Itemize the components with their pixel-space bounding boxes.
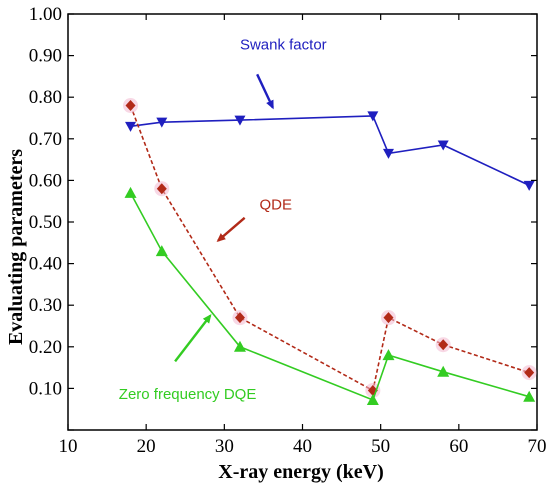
plot-border	[67, 13, 538, 431]
annotation-arrow	[256, 73, 274, 110]
x-tick-label: 50	[371, 436, 390, 457]
data-point	[156, 117, 168, 128]
data-point	[366, 394, 379, 406]
data-point	[367, 111, 379, 122]
series-line	[129, 105, 530, 392]
series-zero-frequency-dqe	[124, 186, 536, 406]
data-point	[382, 349, 395, 361]
y-tick-label: 0.10	[29, 378, 62, 399]
x-tick-label: 30	[215, 436, 234, 457]
data-point	[234, 115, 246, 126]
x-tick-label: 60	[449, 436, 468, 457]
data-point	[523, 390, 536, 402]
data-point	[125, 121, 137, 132]
series-line	[130, 115, 530, 187]
x-tick-label: 40	[293, 436, 312, 457]
ticks-layer: 10 20 30 40 50 60 70 0.10 0.20 0.30 0.40 0.50 0.60 0.…	[29, 4, 547, 457]
data-point	[125, 100, 136, 112]
data-point	[437, 365, 450, 377]
data-point	[523, 180, 535, 191]
y-axis-title: Evaluating parameters	[5, 149, 27, 345]
x-tick-label: 70	[528, 436, 547, 457]
series-layer	[123, 98, 537, 406]
y-tick-label: 0.40	[29, 254, 62, 275]
data-point	[234, 312, 245, 324]
y-tick-label: 0.90	[29, 46, 62, 67]
annotation-label: QDE	[260, 197, 293, 214]
series-line	[129, 192, 530, 402]
plot-frame	[67, 13, 538, 431]
annotation-layer: Swank factor QDE Zero frequency DQE	[119, 36, 327, 402]
y-tick-label: 0.20	[29, 337, 62, 358]
y-tick-label: 0.70	[29, 129, 62, 150]
annotation-arrow	[174, 314, 212, 363]
y-tick-label: 0.80	[29, 87, 62, 108]
data-point	[156, 183, 167, 195]
y-tick-label: 0.30	[29, 295, 62, 316]
data-point	[155, 245, 168, 257]
x-axis-title: X-ray energy (keV)	[218, 461, 384, 483]
y-tick-label: 0.60	[29, 170, 62, 191]
annotation-label: Swank factor	[240, 36, 327, 53]
data-point	[524, 367, 535, 379]
y-tick-label: 1.00	[29, 4, 62, 25]
series-qde	[123, 98, 537, 398]
series-swank-factor	[125, 111, 535, 191]
data-point	[437, 140, 449, 151]
data-point	[383, 312, 394, 324]
data-point	[382, 148, 394, 159]
annotation-label: Zero frequency DQE	[119, 386, 257, 403]
data-point	[124, 186, 137, 198]
x-tick-label: 20	[137, 436, 156, 457]
data-point	[438, 339, 449, 351]
annotation-arrow	[216, 216, 246, 243]
y-tick-label: 0.50	[29, 212, 62, 233]
x-tick-label: 10	[59, 436, 78, 457]
data-point	[233, 340, 246, 352]
